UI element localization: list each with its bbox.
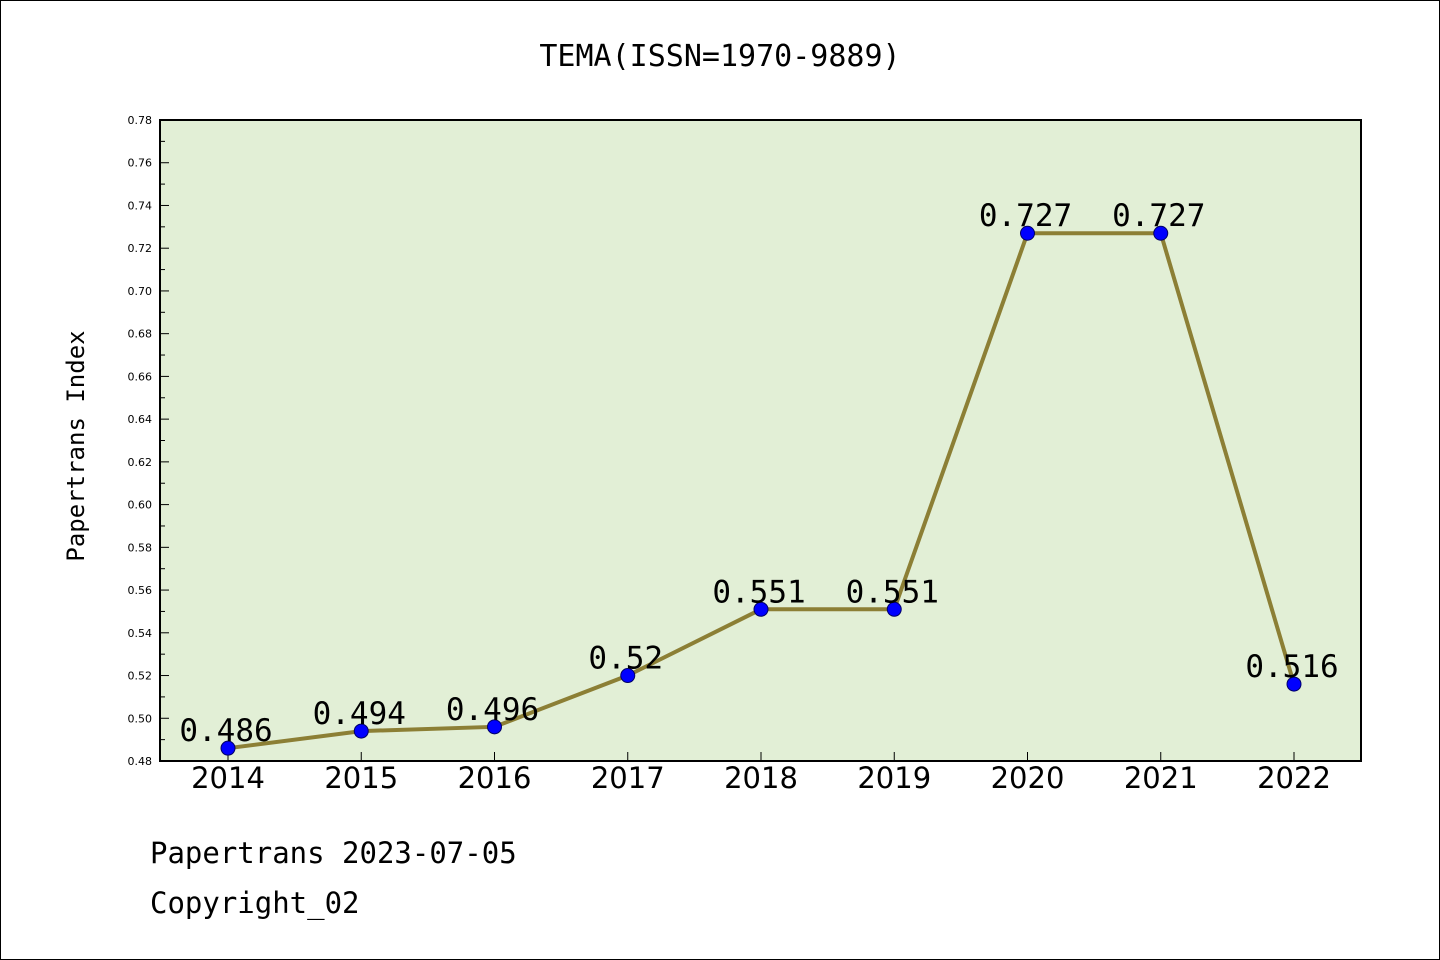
data-label: 0.551 bbox=[712, 574, 805, 610]
x-tick-label: 2021 bbox=[1124, 761, 1198, 795]
x-tick-label: 2018 bbox=[724, 761, 798, 795]
x-tick-label: 2019 bbox=[857, 761, 931, 795]
footer-date: Papertrans 2023-07-05 bbox=[150, 836, 517, 870]
data-point bbox=[1153, 225, 1169, 241]
data-label: 0.551 bbox=[846, 574, 939, 610]
x-tick-label: 2014 bbox=[191, 761, 265, 795]
data-point bbox=[886, 601, 902, 617]
data-label: 0.52 bbox=[588, 641, 663, 677]
data-label: 0.727 bbox=[979, 198, 1072, 234]
data-label: 0.496 bbox=[446, 692, 539, 728]
y-tick-label: 0.48 bbox=[128, 755, 153, 768]
data-point bbox=[1286, 676, 1302, 692]
data-label: 0.516 bbox=[1245, 649, 1338, 685]
y-tick-label: 0.66 bbox=[128, 370, 153, 383]
data-label: 0.727 bbox=[1112, 198, 1205, 234]
y-tick-label: 0.72 bbox=[128, 242, 153, 255]
data-labels: 0.486 0.494 0.496 0.52 0.551 0.551 0.727 0.727 0… bbox=[179, 198, 1338, 749]
data-markers bbox=[220, 225, 1302, 756]
data-point bbox=[753, 601, 769, 617]
footer-copyright: Copyright_02 bbox=[150, 886, 360, 920]
x-tick-label: 2017 bbox=[591, 761, 665, 795]
y-tick-label: 0.58 bbox=[128, 541, 153, 554]
data-label: 0.486 bbox=[179, 713, 272, 749]
chart-title: TEMA(ISSN=1970-9889) bbox=[539, 39, 900, 74]
y-tick-label: 0.68 bbox=[128, 328, 153, 341]
x-tick-label: 2022 bbox=[1257, 761, 1331, 795]
y-tick-label: 0.56 bbox=[128, 584, 153, 597]
x-tick-label: 2016 bbox=[458, 761, 532, 795]
data-point bbox=[220, 740, 236, 756]
y-tick-label: 0.76 bbox=[128, 157, 153, 170]
data-label: 0.494 bbox=[313, 696, 406, 732]
y-axis-ticks: 0.48 0.50 0.52 0.54 0.56 0.58 0.60 0.62 0.64 0.66… bbox=[128, 114, 169, 768]
x-tick-label: 2015 bbox=[324, 761, 398, 795]
y-tick-label: 0.70 bbox=[128, 285, 153, 298]
y-tick-label: 0.78 bbox=[128, 114, 153, 127]
y-tick-label: 0.62 bbox=[128, 456, 153, 469]
x-tick-label: 2020 bbox=[991, 761, 1065, 795]
y-tick-label: 0.54 bbox=[128, 627, 153, 640]
data-point bbox=[620, 668, 636, 684]
y-tick-label: 0.50 bbox=[128, 712, 153, 725]
x-axis-ticks: 2014 2015 2016 2017 2018 2019 2020 2021 2022 bbox=[191, 752, 1331, 795]
data-point bbox=[487, 719, 502, 735]
y-axis-label: Papertrans Index bbox=[62, 330, 90, 561]
y-tick-label: 0.74 bbox=[128, 199, 153, 212]
y-tick-label: 0.52 bbox=[128, 670, 153, 683]
y-tick-label: 0.64 bbox=[128, 413, 153, 426]
data-point bbox=[353, 723, 369, 739]
y-tick-label: 0.60 bbox=[128, 499, 153, 512]
data-point bbox=[1020, 225, 1035, 241]
